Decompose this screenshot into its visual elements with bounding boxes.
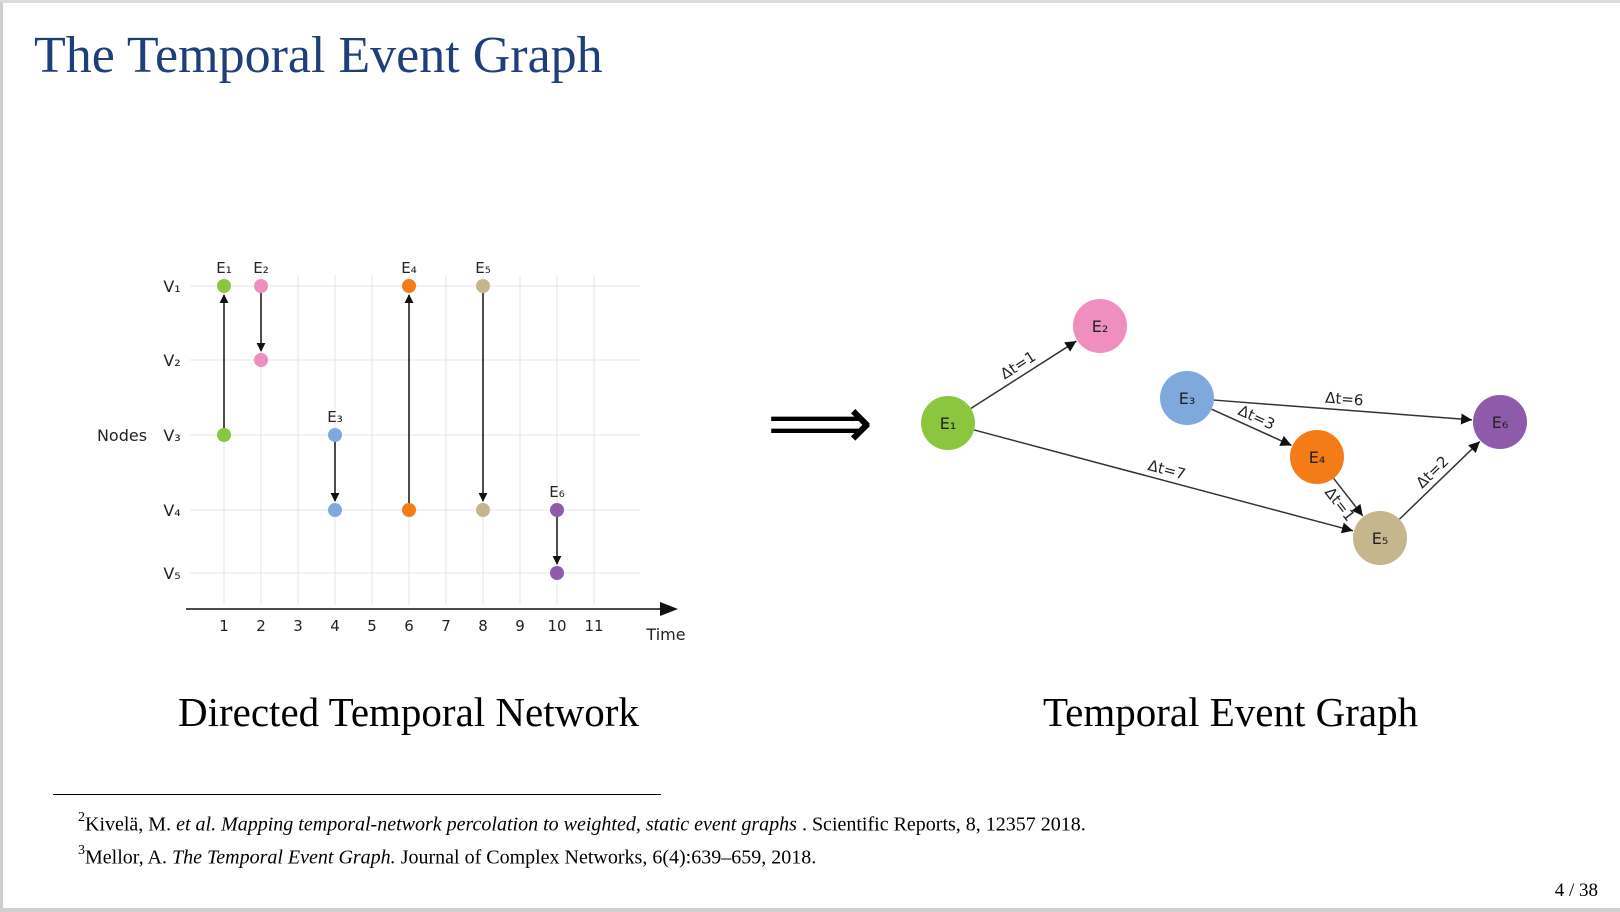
time-tick-label: 1 xyxy=(219,617,229,635)
footnote-rest: . Scientific Reports, 8, 12357 2018. xyxy=(801,813,1086,836)
graph-node-e3 xyxy=(1160,371,1214,425)
footnote-number: 2 xyxy=(78,810,85,825)
node-label-v1: V₁ xyxy=(163,277,180,296)
edge-label-e3-e6: Δt=6 xyxy=(1325,389,1365,410)
directed-temporal-network-diagram: 1 2 3 4 5 6 7 8 9 10 11 Time V₁ V₂ V₃ V₄ V₅ Nodes E₁ E₂ E₃ E₄… xyxy=(97,259,686,644)
event-dot-e2-target xyxy=(254,353,268,367)
event-label-e4: E₄ xyxy=(401,259,417,277)
footnote-rule xyxy=(53,794,661,795)
event-dot-e6-source xyxy=(550,503,564,517)
time-tick-label: 7 xyxy=(441,617,451,635)
graph-node-label-e4: E₄ xyxy=(1309,448,1326,467)
event-dot-e1-source xyxy=(217,428,231,442)
time-tick-label: 2 xyxy=(256,617,266,635)
event-label-e2: E₂ xyxy=(253,259,269,277)
event-dot-e5-source xyxy=(476,279,490,293)
graph-node-e6 xyxy=(1473,395,1527,449)
time-tick-label: 11 xyxy=(584,617,603,635)
time-tick-label: 9 xyxy=(515,617,525,635)
footnote-rest: Journal of Complex Networks, 6(4):639–65… xyxy=(395,846,817,869)
right-caption: Temporal Event Graph xyxy=(1043,689,1419,735)
edge-e3-e6 xyxy=(1213,399,1473,425)
edge-e1-e5 xyxy=(973,429,1354,534)
graph-node-e2 xyxy=(1073,299,1127,353)
footnote-number: 3 xyxy=(78,843,85,858)
footnote-authors: Kivelä, M. xyxy=(85,813,172,836)
graph-node-label-e5: E₅ xyxy=(1372,529,1389,548)
time-tick-label: 3 xyxy=(293,617,303,635)
event-dot-e5-target xyxy=(476,503,490,517)
graph-node-label-e3: E₃ xyxy=(1179,389,1196,408)
implies-arrow-icon: ⟹ xyxy=(767,380,873,466)
time-tick-label: 8 xyxy=(478,617,488,635)
node-label-v2: V₂ xyxy=(163,351,180,370)
edge-label-e5-e6: Δt=2 xyxy=(1412,452,1452,492)
edge-label-e1-e5: Δt=7 xyxy=(1146,456,1188,483)
node-label-v5: V₅ xyxy=(163,564,180,583)
event-dot-e2-source xyxy=(254,279,268,293)
x-axis-label: Time xyxy=(645,625,685,644)
event-label-e6: E₆ xyxy=(549,483,565,501)
event-dot-e4-target xyxy=(402,279,416,293)
time-tick-label: 4 xyxy=(330,617,340,635)
time-tick-label: 5 xyxy=(367,617,377,635)
graph-node-e1 xyxy=(921,396,975,450)
graph-node-label-e6: E₆ xyxy=(1492,413,1509,432)
event-dot-e1-target xyxy=(217,279,231,293)
event-dot-e3-target xyxy=(328,503,342,517)
footnote-2: 2Kivelä, M. et al. Mapping temporal-netw… xyxy=(78,810,1086,837)
node-label-v4: V₄ xyxy=(163,501,180,520)
edge-e5-e6 xyxy=(1398,440,1481,520)
footnote-3: 3Mellor, A. The Temporal Event Graph. Jo… xyxy=(78,843,817,870)
event-dot-e3-source xyxy=(328,428,342,442)
graph-node-label-e2: E₂ xyxy=(1092,317,1109,336)
page-number: 4 / 38 xyxy=(1554,880,1598,901)
time-tick-label: 6 xyxy=(404,617,414,635)
footnote-title: The Temporal Event Graph. xyxy=(171,846,396,869)
event-label-e5: E₅ xyxy=(475,259,491,277)
x-axis-arrowhead xyxy=(660,602,678,616)
slide-title: The Temporal Event Graph xyxy=(34,27,603,84)
y-axis-label: Nodes xyxy=(97,426,147,445)
node-label-v3: V₃ xyxy=(163,426,180,445)
event-dot-e4-source xyxy=(402,503,416,517)
event-dot-e6-target xyxy=(550,566,564,580)
graph-node-label-e1: E₁ xyxy=(940,414,957,433)
edge-e3-e4 xyxy=(1211,408,1292,447)
edge-e4-e5 xyxy=(1332,477,1364,517)
graph-node-e4 xyxy=(1290,430,1344,484)
graph-node-e5 xyxy=(1353,511,1407,565)
edge-e1-e2 xyxy=(970,340,1077,410)
event-label-e3: E₃ xyxy=(327,408,343,426)
time-tick-label: 10 xyxy=(547,617,566,635)
footnote-title: Mapping temporal-network percolation to … xyxy=(221,813,797,836)
footnote-etal: et al. xyxy=(176,813,217,836)
footnote-authors: Mellor, A. xyxy=(85,846,167,869)
event-label-e1: E₁ xyxy=(216,259,232,277)
left-caption: Directed Temporal Network xyxy=(178,689,639,735)
